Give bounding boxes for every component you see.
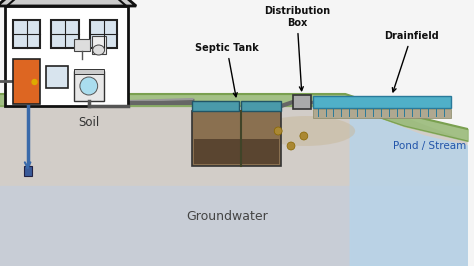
Bar <box>74 69 104 74</box>
Bar <box>90 20 118 48</box>
Ellipse shape <box>256 116 355 146</box>
Bar <box>74 71 104 101</box>
Bar <box>313 96 451 108</box>
Text: Drainfield: Drainfield <box>384 31 439 92</box>
Bar <box>24 166 32 176</box>
Bar <box>293 95 311 109</box>
Bar <box>51 20 79 48</box>
Bar <box>194 139 279 164</box>
Circle shape <box>300 132 308 140</box>
Bar <box>0 186 467 266</box>
Polygon shape <box>0 106 467 266</box>
Bar <box>241 101 281 111</box>
Text: Septic Tank: Septic Tank <box>195 43 259 97</box>
Text: Distribution
Box: Distribution Box <box>264 6 330 91</box>
Bar <box>13 59 40 104</box>
Text: Groundwater: Groundwater <box>186 210 268 222</box>
Circle shape <box>274 127 282 135</box>
Bar <box>13 20 40 48</box>
Circle shape <box>287 142 295 150</box>
Polygon shape <box>0 0 136 6</box>
Text: Soil: Soil <box>78 117 100 130</box>
Bar <box>313 109 451 118</box>
Text: Pond / Stream: Pond / Stream <box>392 141 466 151</box>
Bar <box>74 39 90 51</box>
Bar <box>92 36 106 54</box>
Bar <box>192 101 238 111</box>
Circle shape <box>32 80 37 85</box>
Circle shape <box>80 77 98 95</box>
Ellipse shape <box>93 45 105 55</box>
Bar <box>192 111 281 166</box>
Bar <box>46 66 68 88</box>
Bar <box>5 6 128 106</box>
Polygon shape <box>350 106 467 266</box>
